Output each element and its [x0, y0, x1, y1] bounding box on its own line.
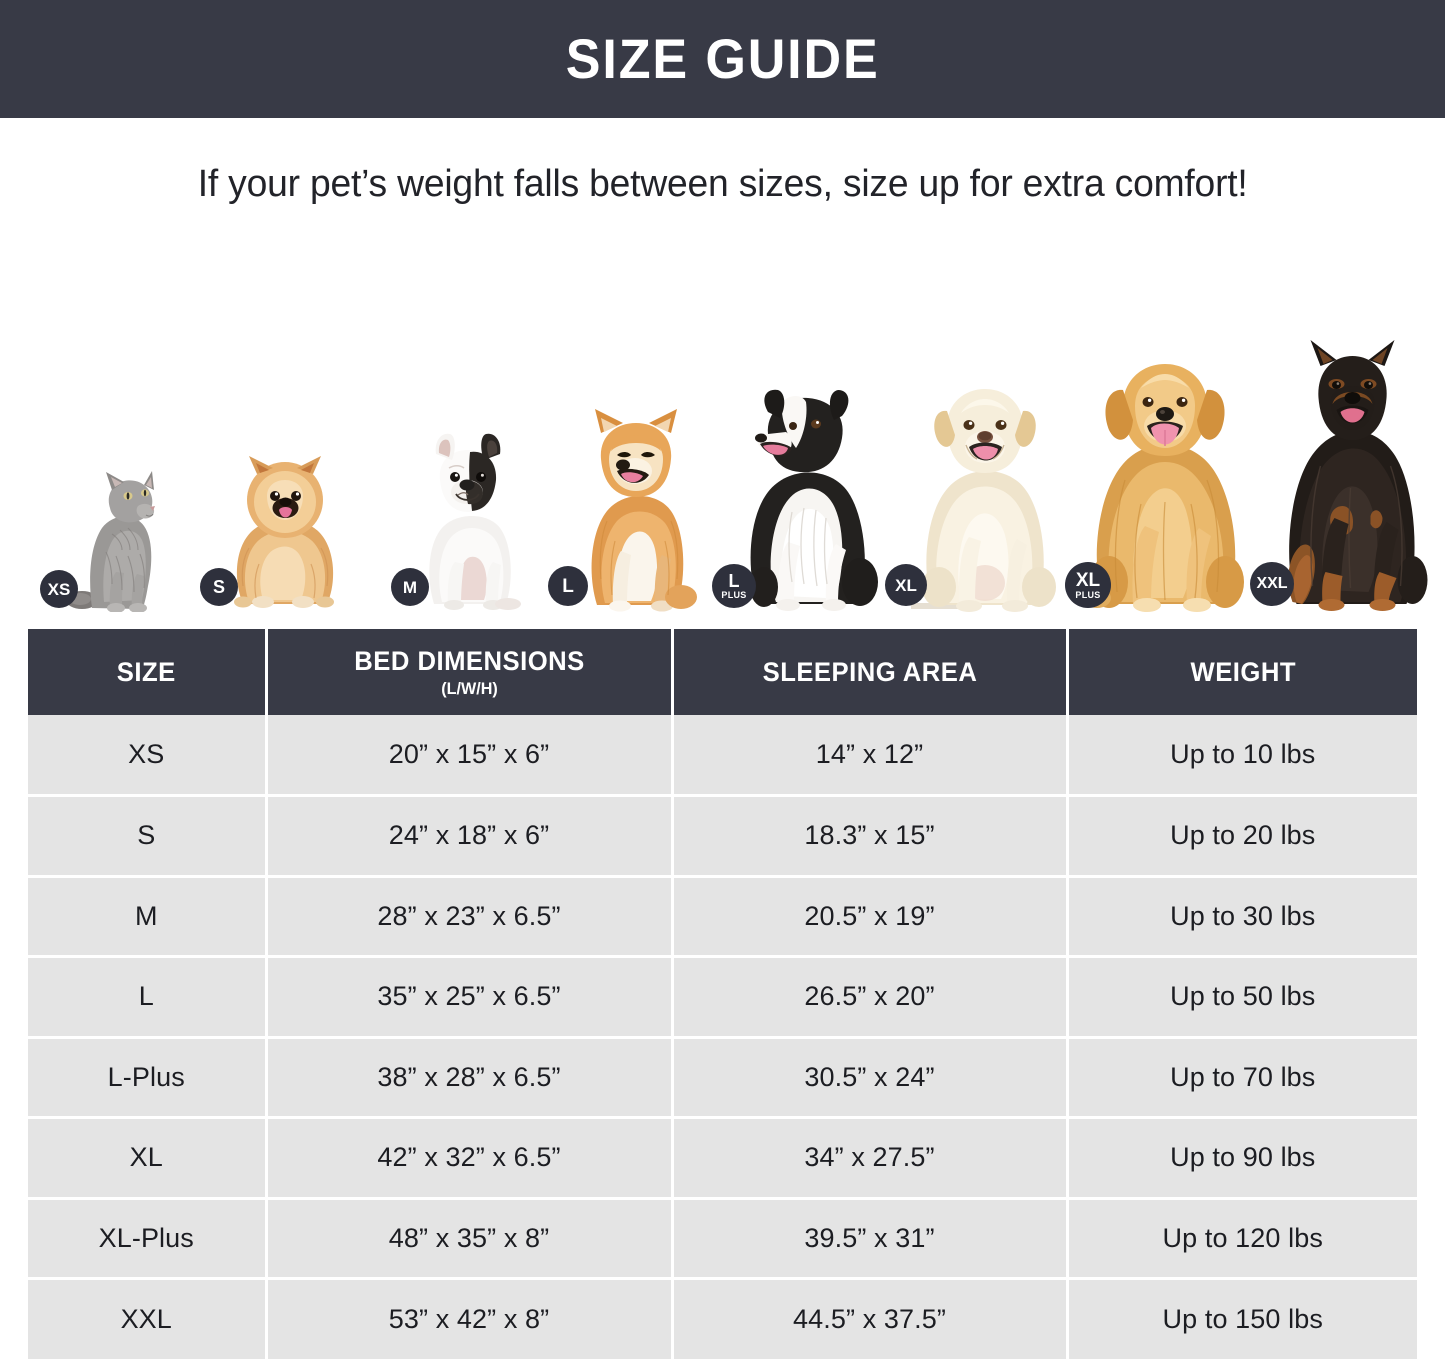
size-badge-xl-plus-sublabel: PLUS — [1075, 589, 1101, 600]
cat-xs-illustration — [66, 471, 155, 612]
cell-bed-dimensions: 38” x 28” x 6.5” — [266, 1037, 674, 1119]
cell-weight: Up to 50 lbs — [1067, 956, 1417, 1039]
animal-cell-xxl: XXL — [1250, 332, 1440, 612]
size-badge-xs-label: XS — [47, 579, 71, 599]
cell-sleeping-area: 26.5” x 20” — [672, 956, 1069, 1039]
size-badge-s: S — [200, 568, 238, 606]
french-bulldog-m-illustration — [428, 433, 521, 610]
column-header-weight: WEIGHT — [1067, 629, 1417, 715]
size-badge-l-plus: L PLUS — [712, 564, 756, 608]
size-guide-header: SIZE GUIDE — [0, 0, 1445, 118]
cell-size: M — [28, 876, 268, 958]
size-badge-m: M — [391, 568, 429, 606]
cell-size: L — [28, 956, 268, 1039]
table-row: XXL 53” x 42” x 8” 44.5” x 37.5” Up to 1… — [28, 1278, 1417, 1359]
cell-weight: Up to 120 lbs — [1067, 1198, 1417, 1280]
cell-bed-dimensions: 53” x 42” x 8” — [266, 1278, 674, 1359]
size-badge-xs: XS — [40, 570, 78, 608]
size-chart-table-body: XS 20” x 15” x 6” 14” x 12” Up to 10 lbs… — [28, 715, 1417, 1359]
page-title: SIZE GUIDE — [565, 27, 880, 90]
table-row: XL 42” x 32” x 6.5” 34” x 27.5” Up to 90… — [28, 1117, 1417, 1200]
size-badge-s-label: S — [212, 577, 225, 597]
column-header-sleeping-area: SLEEPING AREA — [672, 629, 1069, 715]
cell-weight: Up to 150 lbs — [1067, 1278, 1417, 1359]
table-row: S 24” x 18” x 6” 18.3” x 15” Up to 20 lb… — [28, 795, 1417, 878]
size-badge-l-plus-sublabel: PLUS — [721, 590, 747, 600]
cell-size: XXL — [28, 1278, 268, 1359]
column-header-bed-dimensions: BED DIMENSIONS (L/W/H) — [266, 629, 674, 715]
labrador-xl-illustration — [910, 389, 1056, 612]
animal-cell-l-plus: L PLUS — [712, 377, 897, 612]
size-badge-m-label: M — [402, 577, 418, 597]
cell-size: S — [28, 795, 268, 878]
table-row: M 28” x 23” x 6.5” 20.5” x 19” Up to 30 … — [28, 876, 1417, 958]
cell-weight: Up to 10 lbs — [1067, 715, 1417, 797]
pomeranian-s-illustration — [234, 456, 334, 608]
size-badge-l: L — [548, 566, 588, 606]
table-row: L-Plus 38” x 28” x 6.5” 30.5” x 24” Up t… — [28, 1037, 1417, 1119]
column-header-size: SIZE — [28, 629, 268, 715]
table-row: XL-Plus 48” x 35” x 8” 39.5” x 31” Up to… — [28, 1198, 1417, 1280]
cell-size: XS — [28, 715, 268, 797]
animal-cell-m: M — [385, 427, 550, 612]
size-chart-table-head: SIZE BED DIMENSIONS (L/W/H) SLEEPING ARE… — [28, 629, 1417, 715]
cell-sleeping-area: 30.5” x 24” — [672, 1037, 1069, 1119]
cell-sleeping-area: 39.5” x 31” — [672, 1198, 1069, 1280]
cell-sleeping-area: 20.5” x 19” — [672, 876, 1069, 958]
border-collie-lplus-illustration — [749, 389, 878, 611]
cell-bed-dimensions: 28” x 23” x 6.5” — [266, 876, 674, 958]
column-header-sleeping-area-label: SLEEPING AREA — [762, 656, 977, 687]
table-header-row: SIZE BED DIMENSIONS (L/W/H) SLEEPING ARE… — [28, 629, 1417, 715]
cell-bed-dimensions: 35” x 25” x 6.5” — [266, 956, 674, 1039]
animal-cell-xl: XL — [885, 372, 1080, 612]
table-row: L 35” x 25” x 6.5” 26.5” x 20” Up to 50 … — [28, 956, 1417, 1039]
size-badge-xl-label: XL — [895, 575, 917, 595]
cell-size: XL-Plus — [28, 1198, 268, 1280]
size-chart-table-wrapper: SIZE BED DIMENSIONS (L/W/H) SLEEPING ARE… — [28, 629, 1417, 1359]
cell-weight: Up to 70 lbs — [1067, 1037, 1417, 1119]
size-badge-l-plus-label: L — [728, 571, 740, 591]
cell-sleeping-area: 44.5” x 37.5” — [672, 1278, 1069, 1359]
animal-size-comparison-strip: XS — [0, 250, 1445, 612]
column-header-bed-dimensions-label: BED DIMENSIONS — [353, 645, 585, 676]
column-header-size-label: SIZE — [116, 656, 176, 687]
subtitle-section: If your pet’s weight falls between sizes… — [0, 118, 1445, 250]
table-row: XS 20” x 15” x 6” 14” x 12” Up to 10 lbs — [28, 715, 1417, 797]
column-header-bed-dimensions-sublabel: (L/W/H) — [440, 678, 498, 698]
size-badge-l-label: L — [562, 575, 574, 597]
cell-bed-dimensions: 42” x 32” x 6.5” — [266, 1117, 674, 1200]
cell-bed-dimensions: 48” x 35” x 8” — [266, 1198, 674, 1280]
animal-cell-xs: XS — [40, 452, 190, 612]
cell-weight: Up to 20 lbs — [1067, 795, 1417, 878]
cell-sleeping-area: 18.3” x 15” — [672, 795, 1069, 878]
animal-cell-xl-plus: XL PLUS — [1065, 347, 1265, 612]
cell-bed-dimensions: 20” x 15” x 6” — [266, 715, 674, 797]
size-badge-xl-plus-label: XL — [1075, 569, 1101, 591]
cell-size: XL — [28, 1117, 268, 1200]
cell-weight: Up to 90 lbs — [1067, 1117, 1417, 1200]
cell-bed-dimensions: 24” x 18” x 6” — [266, 795, 674, 878]
cell-size: L-Plus — [28, 1037, 268, 1119]
column-header-weight-label: WEIGHT — [1190, 656, 1296, 687]
animal-cell-l: L — [548, 402, 723, 612]
size-badge-xl: XL — [885, 564, 927, 606]
size-chart-table: SIZE BED DIMENSIONS (L/W/H) SLEEPING ARE… — [28, 629, 1417, 1359]
cell-sleeping-area: 34” x 27.5” — [672, 1117, 1069, 1200]
cell-sleeping-area: 14” x 12” — [672, 715, 1069, 797]
doberman-xxl-illustration — [1288, 340, 1428, 611]
size-badge-xl-plus: XL PLUS — [1065, 562, 1111, 608]
animal-cell-s: S — [200, 442, 370, 612]
size-badge-xxl-label: XXL — [1256, 575, 1288, 592]
sizing-advice-text: If your pet’s weight falls between sizes… — [197, 162, 1248, 205]
size-badge-xxl: XXL — [1250, 562, 1294, 606]
cell-weight: Up to 30 lbs — [1067, 876, 1417, 958]
shiba-inu-l-illustration — [591, 409, 697, 612]
